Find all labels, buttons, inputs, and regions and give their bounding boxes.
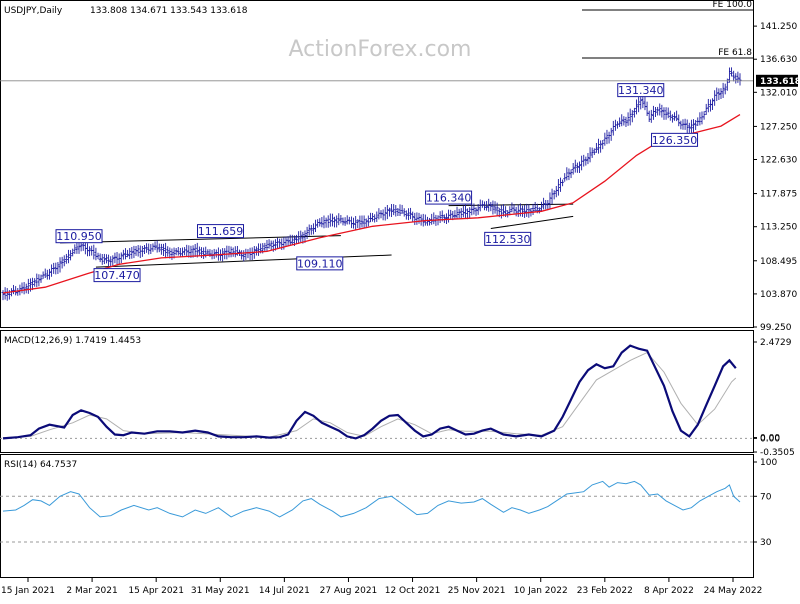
macd-tick-label: 0.00	[760, 434, 780, 444]
price-label-box	[425, 190, 473, 205]
watermark: ActionForex.com	[289, 37, 472, 62]
price-tick-label: 113.250	[760, 223, 797, 233]
price-tick-label: 99.250	[760, 323, 792, 333]
last-price-value: 133.618	[760, 77, 800, 87]
fib-label: FE 61.8	[718, 48, 752, 58]
macd-panel-frame	[0, 330, 754, 453]
price-label-box	[617, 83, 665, 98]
price-tick-label: 132.010	[760, 88, 797, 98]
date-axis: 15 Jan 2021 2 Mar 2021 15 Apr 2021 31 May 2…	[1, 578, 762, 596]
price-tick-label: 103.870	[760, 290, 797, 300]
trendline	[490, 215, 574, 229]
date-tick-label: 31 May 2021	[191, 586, 250, 596]
date-tick-label: 25 Nov 2021	[448, 586, 506, 596]
macd-signal-line	[2, 351, 737, 439]
price-tick-label: 122.630	[760, 156, 797, 166]
macd-title: MACD(12,26,9) 1.7419 1.4453	[4, 336, 141, 346]
moving-average-line	[2, 114, 741, 294]
date-tick-label: 2 Mar 2021	[66, 586, 117, 596]
rsi-panel-frame	[0, 454, 754, 578]
price-label: 112.530	[485, 233, 531, 246]
date-tick-label: 15 Apr 2021	[128, 586, 184, 596]
price-label: 111.659	[198, 225, 244, 238]
price-tick-label: 141.250	[760, 22, 797, 32]
price-axis: 141.250 136.630 132.010 127.250 122.630 117.8…	[753, 22, 797, 333]
ohlc-label: 133.808 134.671 133.543 133.618	[90, 6, 248, 16]
price-label-box	[651, 132, 699, 147]
price-label: 131.340	[618, 84, 664, 97]
price-label-box	[55, 229, 103, 244]
price-label: 110.950	[56, 230, 102, 243]
rsi-gridlines	[0, 495, 753, 543]
fib-label: FE 100.0	[713, 0, 753, 10]
price-tick-label: 136.630	[760, 55, 797, 65]
price-candles	[1, 67, 742, 301]
last-price-tag: 133.618	[756, 74, 800, 87]
rsi-tick-label: 30	[760, 538, 772, 548]
date-tick-label: 15 Jan 2021	[1, 586, 55, 596]
date-tick-label: 27 Aug 2021	[320, 586, 378, 596]
rsi-axis: 100 70 30	[753, 458, 777, 548]
price-tick-label: 108.495	[760, 257, 797, 267]
date-tick-label: 10 Jan 2022	[514, 586, 568, 596]
date-tick-label: 14 Jul 2021	[259, 586, 310, 596]
fib-levels: FE 100.0 FE 61.8	[582, 0, 753, 59]
rsi-tick-label: 70	[760, 492, 772, 502]
price-label-box	[93, 268, 141, 283]
rsi-title: RSI(14) 64.7537	[4, 460, 77, 470]
macd-tick-label: 2.4729	[760, 338, 792, 348]
price-label: 109.110	[297, 257, 343, 270]
macd-tick-label: -0.3505	[760, 448, 795, 458]
price-label-box	[197, 224, 245, 239]
trendline	[448, 203, 574, 207]
price-label: 126.350	[652, 134, 698, 147]
symbol-label: USDJPY,Daily	[4, 6, 63, 16]
rsi-tick-label: 100	[760, 458, 777, 468]
date-tick-label: 12 Oct 2021	[385, 586, 441, 596]
price-label-box	[296, 256, 344, 271]
date-tick-label: 8 Apr 2022	[644, 586, 694, 596]
price-label: 116.340	[426, 192, 472, 205]
macd-line	[2, 344, 737, 440]
date-tick-label: 24 May 2022	[704, 586, 763, 596]
macd-tick-label: 0.00	[760, 434, 780, 444]
rsi-line	[2, 480, 741, 518]
price-label-box	[484, 231, 532, 246]
price-label: 107.470	[94, 269, 140, 282]
price-tick-label: 117.875	[760, 190, 797, 200]
date-tick-label: 23 Feb 2022	[577, 586, 633, 596]
price-panel-frame	[0, 0, 754, 328]
price-tick-label: 127.250	[760, 122, 797, 132]
price-labels: 110.950 107.470 111.659 109.110 116.340 112.5…	[55, 83, 699, 283]
